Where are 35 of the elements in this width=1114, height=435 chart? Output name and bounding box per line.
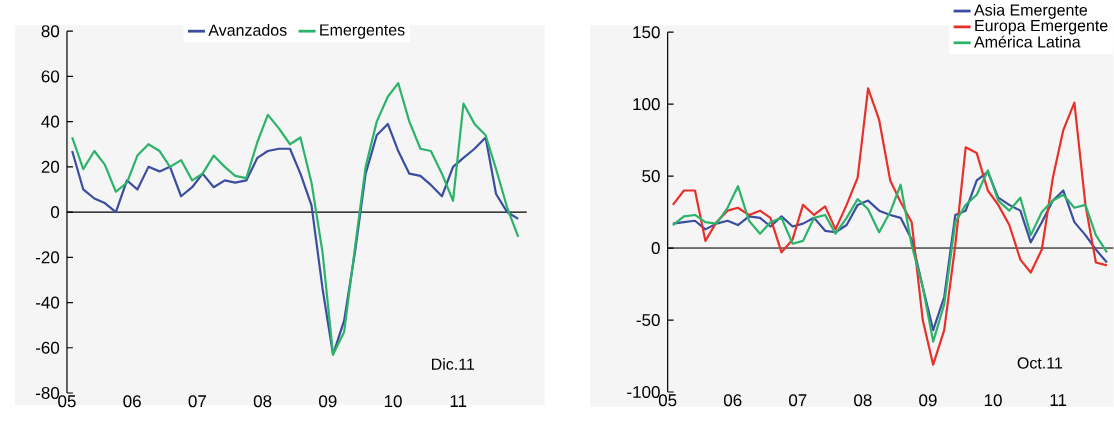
x-tick-label: 09 [319,395,337,408]
x-tick-label: 11 [1050,394,1067,406]
y-tick-label: 20 [41,160,60,173]
y-tick-label: -50 [636,314,660,327]
x-tick-label: 06 [723,394,742,407]
y-tick-label: -60 [35,341,60,354]
x-tick-label: 05 [58,395,76,408]
x-tick-label: 07 [789,394,807,407]
legend-label: Avanzados [208,24,287,36]
x-tick-label: 07 [188,395,206,408]
x-tick-label: 08 [854,394,872,407]
y-tick-label: -20 [35,251,60,264]
x-tick-label: 08 [253,395,272,408]
annotation: Dic.11 [432,358,475,370]
x-tick-label: 10 [984,394,1002,407]
y-tick-label: 150 [633,26,660,39]
y-tick-label: 0 [651,242,660,255]
legend-label: América Latina [974,35,1081,48]
y-tick-label: 80 [41,25,60,38]
x-tick-label: 10 [384,395,402,408]
legend-label: Emergentes [320,24,405,39]
annotation: Oct.11 [1017,357,1063,369]
x-tick-label: 05 [658,394,677,407]
x-tick-label: 11 [450,395,467,407]
x-tick-label: 09 [919,394,937,407]
y-tick-label: 100 [633,98,660,111]
x-tick-label: 06 [123,395,141,408]
y-tick-label: 60 [41,70,60,83]
legend-label: Asia Emergente [974,4,1088,19]
y-tick-label: 40 [41,115,60,128]
legend-label: Europa Emergente [975,20,1108,35]
y-tick-label: 0 [50,206,60,219]
y-tick-label: -100 [627,385,660,399]
y-tick-label: -40 [35,296,60,309]
y-tick-label: 50 [642,170,660,183]
